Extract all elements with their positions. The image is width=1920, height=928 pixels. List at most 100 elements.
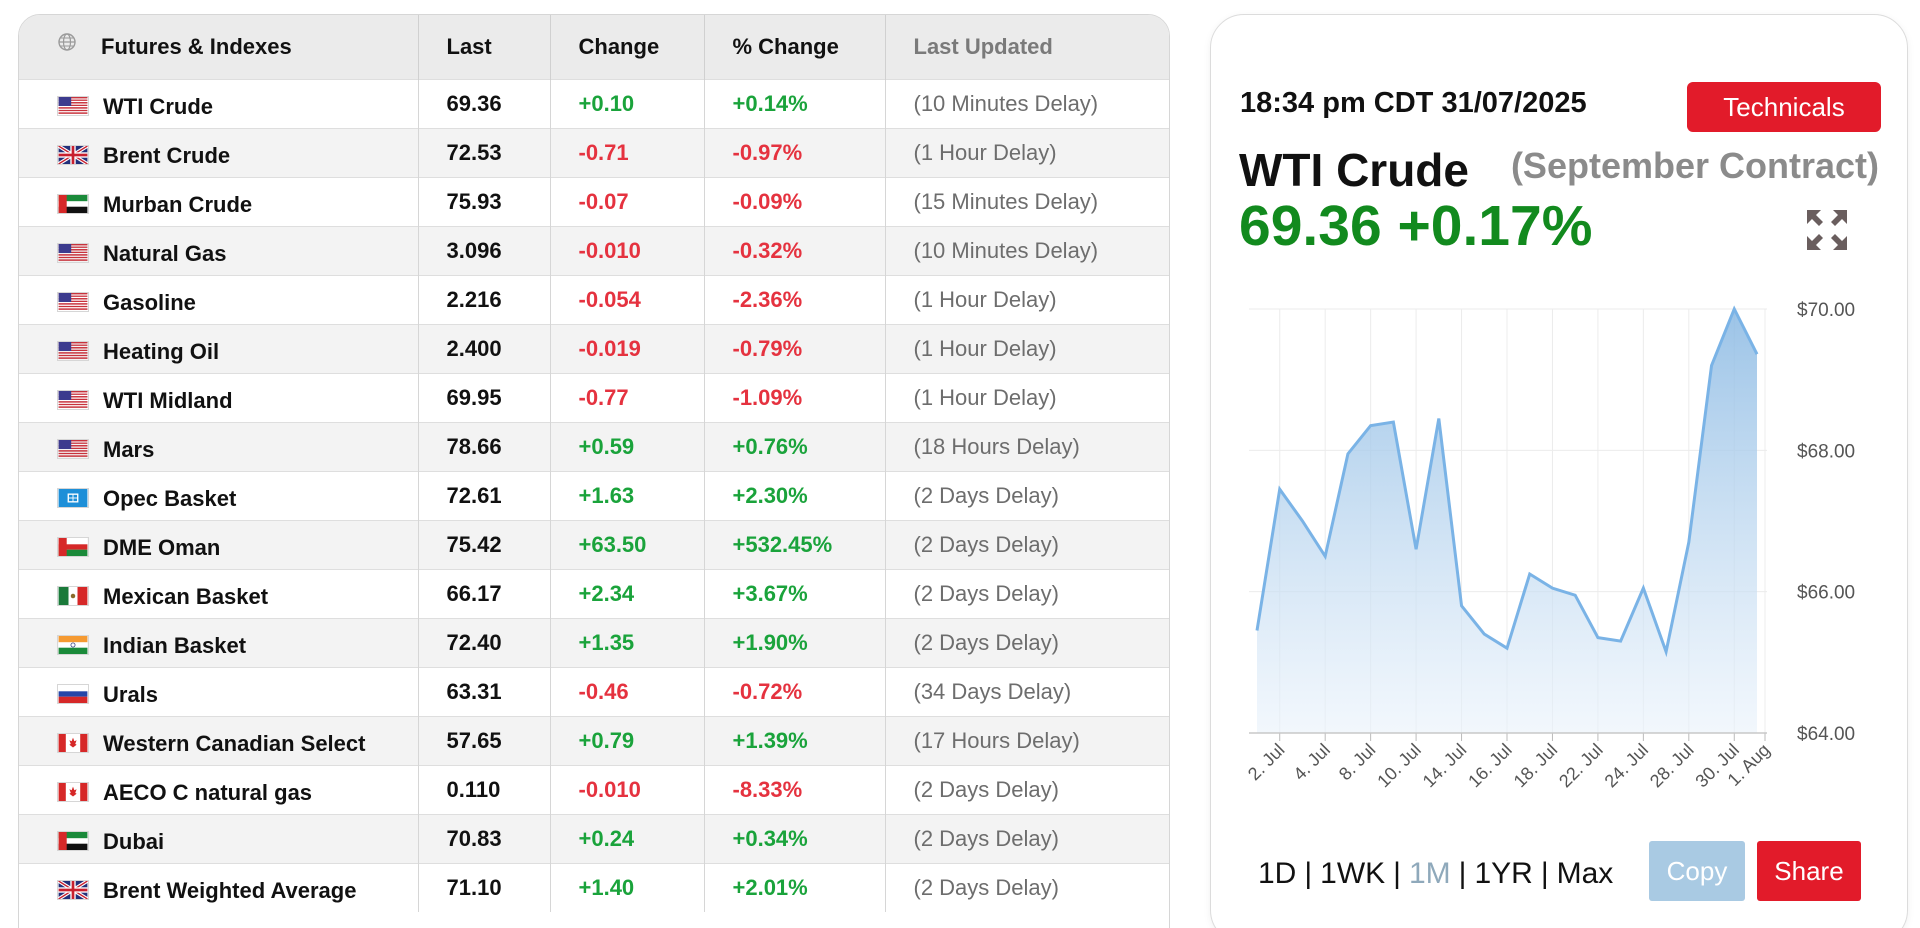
expand-arrows-icon[interactable] — [1805, 208, 1849, 252]
cell-name[interactable]: Brent Crude — [19, 128, 419, 177]
cell-name[interactable]: Urals — [19, 667, 419, 716]
cell-last: 3.096 — [418, 226, 551, 275]
range-1yr-button[interactable]: 1YR — [1474, 857, 1533, 890]
cell-last-updated: (2 Days Delay) — [913, 874, 1059, 900]
table-row[interactable]: WTI Crude 69.36 +0.10 +0.14% (10 Minutes Del… — [19, 79, 1169, 128]
table-row[interactable]: Mars 78.66 +0.59 +0.76% (18 Hours Delay) — [19, 422, 1169, 471]
cell-name[interactable]: DME Oman — [19, 520, 419, 569]
table-row[interactable]: Murban Crude 75.93 -0.07 -0.09% (15 Minutes … — [19, 177, 1169, 226]
cell-pct-change: +0.34% — [704, 814, 886, 863]
cell-pct-change: +532.45% — [704, 520, 886, 569]
copy-button[interactable]: Copy — [1649, 841, 1745, 901]
table-row[interactable]: DME Oman 75.42 +63.50 +532.45% (2 Days Delay… — [19, 520, 1169, 569]
table-row[interactable]: AECO C natural gas 0.110 -0.010 -8.33% (2 Da… — [19, 765, 1169, 814]
cell-last: 69.36 — [418, 79, 551, 128]
table-row[interactable]: Heating Oil 2.400 -0.019 -0.79% (1 Hour Dela… — [19, 324, 1169, 373]
cell-pct-change: +0.76% — [704, 422, 886, 471]
range-separator: | — [1540, 857, 1549, 890]
commodity-label: AECO C natural gas — [103, 779, 313, 805]
technicals-button[interactable]: Technicals — [1687, 82, 1881, 132]
cell-pct-change: +2.30% — [704, 471, 886, 520]
cell-last: 75.93 — [418, 177, 551, 226]
cell-last: 75.42 — [418, 520, 551, 569]
price-chart: $64.00$66.00$68.00$70.002. Jul 4. Jul 8. J… — [1244, 300, 1855, 792]
header-last-updated[interactable]: Last Updated — [913, 33, 1053, 59]
y-tick-label: $64.00 — [1797, 724, 1855, 745]
table-row[interactable]: Dubai 70.83 +0.24 +0.34% (2 Days Delay) — [19, 814, 1169, 863]
cell-last-updated: (17 Hours Delay) — [913, 727, 1080, 753]
cell-last: 63.31 — [418, 667, 551, 716]
range-1m-button[interactable]: 1M — [1408, 857, 1451, 890]
cell-pct-change: -0.79% — [704, 324, 886, 373]
table-row[interactable]: Brent Crude 72.53 -0.71 -0.97% (1 Hour Delay… — [19, 128, 1169, 177]
commodity-label: WTI Crude — [103, 93, 213, 119]
cell-change: +63.50 — [550, 520, 705, 569]
cell-change: -0.010 — [550, 765, 705, 814]
x-tick-label: 24. Jul — [1601, 740, 1653, 792]
table-row[interactable]: Natural Gas 3.096 -0.010 -0.32% (10 Minutes … — [19, 226, 1169, 275]
header-change[interactable]: Change — [550, 15, 705, 79]
header-name[interactable]: Futures & Indexes — [19, 15, 419, 79]
cell-name[interactable]: Natural Gas — [19, 226, 419, 275]
commodity-label: Gasoline — [103, 289, 196, 315]
flag-gb-icon — [57, 144, 89, 165]
commodity-label: Mars — [103, 436, 155, 462]
commodity-label: WTI Midland — [103, 387, 233, 413]
header-last[interactable]: Last — [418, 15, 551, 79]
cell-name[interactable]: Mexican Basket — [19, 569, 419, 618]
cell-last-updated: (18 Hours Delay) — [913, 433, 1080, 459]
cell-name[interactable]: AECO C natural gas — [19, 765, 419, 814]
cell-change: +0.79 — [550, 716, 705, 765]
price-change: 69.36 +0.17% — [1239, 194, 1593, 258]
table-row[interactable]: Western Canadian Select 57.65 +0.79 +1.39% (… — [19, 716, 1169, 765]
range-1d-button[interactable]: 1D — [1258, 857, 1297, 890]
cell-last: 78.66 — [418, 422, 551, 471]
cell-name[interactable]: WTI Midland — [19, 373, 419, 422]
cell-name[interactable]: Mars — [19, 422, 419, 471]
range-1wk-button[interactable]: 1WK — [1320, 857, 1386, 890]
cell-name[interactable]: Dubai — [19, 814, 419, 863]
commodity-label: Murban Crude — [103, 191, 253, 217]
flag-ca-icon — [57, 781, 89, 802]
x-tick-label: 14. Jul — [1419, 740, 1471, 792]
cell-last-updated: (1 Hour Delay) — [913, 384, 1057, 410]
x-tick-label: 10. Jul — [1373, 740, 1425, 792]
commodity-label: Heating Oil — [103, 338, 220, 364]
cell-change: -0.010 — [550, 226, 705, 275]
cell-name[interactable]: Indian Basket — [19, 618, 419, 667]
cell-name[interactable]: Opec Basket — [19, 471, 419, 520]
cell-last-updated: (34 Days Delay) — [913, 678, 1072, 704]
cell-name[interactable]: Heating Oil — [19, 324, 419, 373]
cell-pct-change: -0.97% — [704, 128, 886, 177]
header-pct-change[interactable]: % Change — [704, 15, 886, 79]
cell-last-updated: (10 Minutes Delay) — [913, 90, 1099, 116]
y-tick-label: $70.00 — [1797, 300, 1855, 321]
share-button[interactable]: Share — [1757, 841, 1861, 901]
commodity-label: Urals — [103, 681, 159, 707]
flag-ca-icon — [57, 732, 89, 753]
commodity-label: Western Canadian Select — [103, 730, 366, 756]
flag-ae-icon — [57, 193, 89, 214]
table-row[interactable]: Urals 63.31 -0.46 -0.72% (34 Days Delay) — [19, 667, 1169, 716]
cell-name[interactable]: WTI Crude — [19, 79, 419, 128]
flag-us-icon — [57, 438, 89, 459]
table-row[interactable]: WTI Midland 69.95 -0.77 -1.09% (1 Hour Delay… — [19, 373, 1169, 422]
cell-change: -0.07 — [550, 177, 705, 226]
cell-change: +1.63 — [550, 471, 705, 520]
table-row[interactable]: Mexican Basket 66.17 +2.34 +3.67% (2 Days De… — [19, 569, 1169, 618]
cell-name[interactable]: Brent Weighted Average — [19, 863, 419, 912]
flag-opec-icon — [57, 487, 89, 508]
cell-last: 69.95 — [418, 373, 551, 422]
table-row[interactable]: Gasoline 2.216 -0.054 -2.36% (1 Hour Delay) — [19, 275, 1169, 324]
table-row[interactable]: Opec Basket 72.61 +1.63 +2.30% (2 Days Delay… — [19, 471, 1169, 520]
cell-name[interactable]: Gasoline — [19, 275, 419, 324]
cell-last-updated: (2 Days Delay) — [913, 531, 1059, 557]
table-row[interactable]: Indian Basket 72.40 +1.35 +1.90% (2 Days Del… — [19, 618, 1169, 667]
cell-name[interactable]: Murban Crude — [19, 177, 419, 226]
table-row[interactable]: Brent Weighted Average 71.10 +1.40 +2.01% (2… — [19, 863, 1169, 912]
cell-last-updated: (2 Days Delay) — [913, 580, 1059, 606]
commodity-name: WTI Crude — [1239, 144, 1469, 196]
commodity-label: Brent Crude — [103, 142, 231, 168]
range-max-button[interactable]: Max — [1556, 857, 1614, 890]
cell-name[interactable]: Western Canadian Select — [19, 716, 419, 765]
